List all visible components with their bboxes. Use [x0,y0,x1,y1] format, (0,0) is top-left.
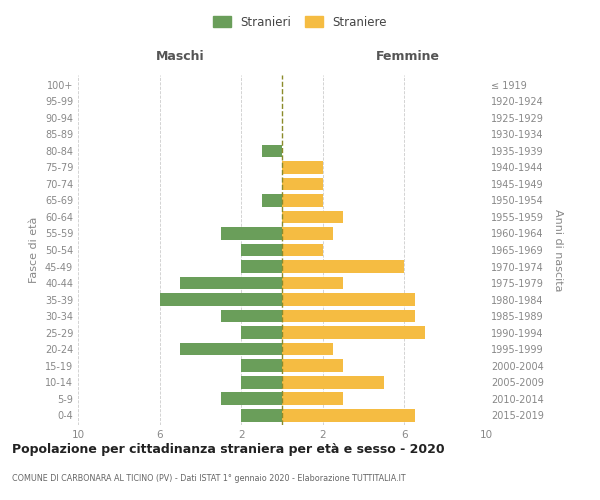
Bar [282,392,343,405]
Legend: Stranieri, Straniere: Stranieri, Straniere [208,11,392,34]
Y-axis label: Fasce di età: Fasce di età [29,217,39,283]
Bar [282,260,404,273]
Bar [160,293,282,306]
Bar [282,359,343,372]
Bar [262,144,282,158]
Bar [282,194,323,207]
Bar [180,342,282,355]
Bar [282,376,384,388]
Bar [282,161,323,174]
Bar [282,244,323,256]
Bar [241,376,282,388]
Y-axis label: Anni di nascita: Anni di nascita [553,208,563,291]
Bar [282,178,323,190]
Bar [241,359,282,372]
Bar [282,342,333,355]
Bar [282,210,343,224]
Bar [221,227,282,240]
Bar [282,408,415,422]
Text: Maschi: Maschi [155,50,205,62]
Bar [262,194,282,207]
Text: COMUNE DI CARBONARA AL TICINO (PV) - Dati ISTAT 1° gennaio 2020 - Elaborazione T: COMUNE DI CARBONARA AL TICINO (PV) - Dat… [12,474,406,483]
Bar [180,276,282,289]
Text: Popolazione per cittadinanza straniera per età e sesso - 2020: Popolazione per cittadinanza straniera p… [12,442,445,456]
Bar [282,326,425,339]
Bar [282,276,343,289]
Text: Femmine: Femmine [376,50,440,62]
Bar [282,227,333,240]
Bar [241,244,282,256]
Bar [221,392,282,405]
Bar [282,310,415,322]
Bar [221,310,282,322]
Bar [241,260,282,273]
Bar [241,408,282,422]
Bar [241,326,282,339]
Bar [282,293,415,306]
